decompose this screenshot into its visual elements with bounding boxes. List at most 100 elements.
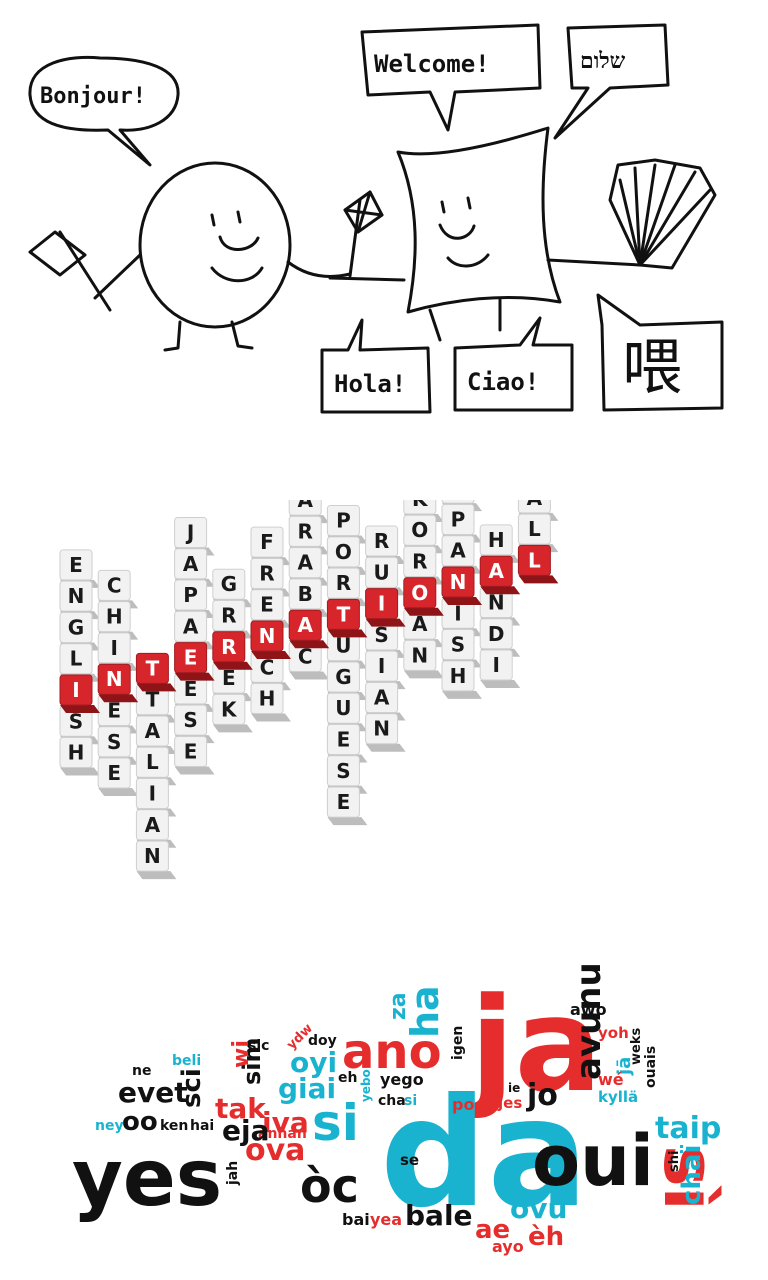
cube-russian-6: N [365,713,406,752]
cloud-word: ayo [492,1237,524,1256]
svg-text:A: A [297,551,313,575]
cloud-word: sic [248,1038,269,1054]
svg-text:S: S [107,730,121,754]
svg-text:I: I [72,678,79,702]
svg-text:U: U [373,560,389,584]
shalom-bubble [553,23,670,140]
cube-italian-6: N [135,840,177,880]
svg-text:I: I [378,592,385,616]
cube-spanish-6: H [441,660,482,699]
cloud-word: za [386,992,411,1020]
svg-text:A: A [297,613,313,637]
cloud-word: yego [380,1070,424,1089]
cloud-word: awo [570,1000,607,1019]
svg-text:L: L [528,548,541,572]
svg-text:A: A [145,719,161,743]
cube-highlight-3: E [174,642,215,681]
svg-text:R: R [412,550,427,574]
svg-text:N: N [68,584,85,608]
svg-text:T: T [146,656,160,680]
svg-text:S: S [451,633,465,657]
svg-text:A: A [297,500,313,512]
cloud-word: òc [300,1159,359,1213]
cube-highlight-12: L [517,544,559,584]
cloud-word: oo [122,1107,158,1137]
svg-text:L: L [528,517,541,541]
cloud-word: ovu [510,1192,567,1225]
cloud-word: weks [629,1028,644,1065]
svg-text:N: N [106,667,123,691]
cloud-word: hai [190,1118,214,1134]
svg-text:E: E [222,666,236,690]
cube-highlight-7: T [326,598,368,638]
cloud-word: chaï [677,1145,707,1205]
cube-greek-4: K [212,693,253,733]
cloud-word: anhan [258,1126,307,1142]
welcome-bubble [360,23,542,132]
cloud-word: da [380,1067,589,1241]
svg-text:S: S [336,759,350,783]
cube-portuguese-9: E [326,786,368,826]
fan [608,158,717,270]
cloud-word: jes [497,1094,522,1112]
cloud-word: iva [262,1106,309,1139]
shalom-text: שלום [580,49,626,74]
svg-text:H: H [68,741,85,765]
cloud-word: ken [160,1118,188,1134]
cube-korean-5: N [403,639,444,679]
svg-text:U: U [335,696,351,720]
svg-text:N: N [411,643,428,667]
cloud-word: sì [648,1145,730,1211]
cloud-word: bale [405,1199,473,1232]
cube-highlight-8: I [365,588,406,627]
cloud-word: jah [225,1161,241,1186]
cloud-word: shi [667,1151,682,1172]
cube-highlight-4: R [212,631,253,670]
ciao-bubble [453,316,574,412]
svg-text:H: H [450,664,467,688]
cloud-word: jā [614,1057,635,1076]
svg-text:C: C [260,655,275,679]
cube-highlight-11: A [479,555,521,595]
cloud-word: ouais [643,1046,659,1088]
svg-text:I: I [454,601,461,625]
cloud-word: eh [338,1070,357,1086]
svg-text:E: E [184,739,198,763]
hola-text: Hola! [334,370,406,398]
cloud-word: oui [532,1120,654,1202]
svg-text:B: B [298,582,313,606]
cloud-word: jo [526,1078,558,1113]
cube-highlight-0: I [59,674,100,713]
svg-text:N: N [488,590,505,614]
cloud-word: tak [215,1092,267,1125]
cartoon-illustration: Bonjour! Welcome! שלום Hola! Ciao! 喂 [28,23,724,414]
cloud-word: ae [475,1215,510,1245]
bonjour-text: Bonjour! [40,84,146,109]
cloud-word: ano [342,1024,442,1080]
cloud-word: ha [403,985,447,1038]
welcome-text: Welcome! [374,50,490,78]
svg-text:I: I [378,654,385,678]
svg-text:A: A [183,552,199,576]
cloud-word: doy [308,1033,337,1049]
svg-text:A: A [145,813,161,837]
svg-text:E: E [337,728,351,752]
cube-hindi-4: I [479,649,521,689]
svg-text:U: U [335,634,351,658]
svg-text:H: H [259,687,276,711]
cloud-word: se [400,1151,419,1169]
cloud-word: si [312,1094,359,1152]
svg-text:I: I [110,636,117,660]
svg-text:N: N [259,624,276,648]
bonjour-bubble [28,55,180,167]
cloud-word: ie [508,1081,520,1095]
cloud-word: bai [342,1210,370,1229]
svg-text:A: A [412,612,428,636]
svg-text:C: C [298,644,313,668]
cube-chinese-6: E [97,757,139,797]
svg-text:H: H [106,605,123,629]
cube-highlight-6: A [288,609,330,649]
cube-japanese-7: E [174,735,215,775]
cloud-word: sci [177,1068,207,1108]
